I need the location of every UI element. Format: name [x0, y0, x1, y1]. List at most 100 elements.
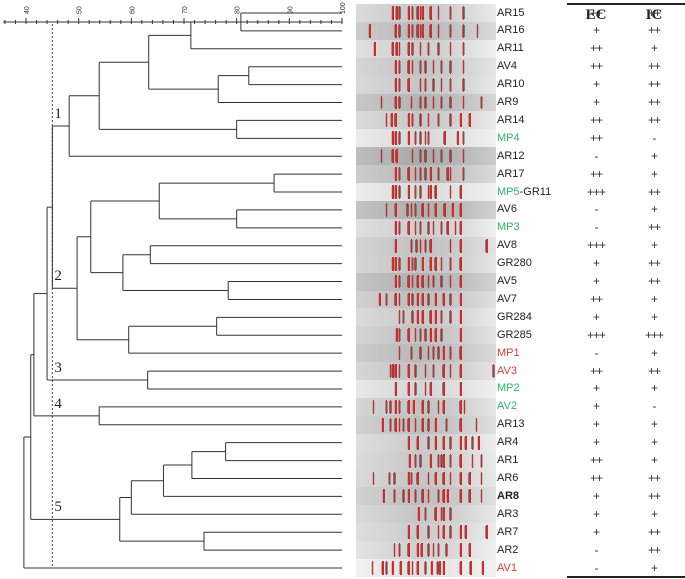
gel-lane — [356, 451, 496, 471]
dendrogram: 40 50 60 70 80 90 100 — [3, 2, 347, 569]
gel-band-marker — [395, 238, 397, 253]
gel-band-marker — [392, 561, 394, 575]
gel-band-marker — [414, 417, 416, 432]
gel-band-marker — [424, 561, 427, 575]
gel-lane — [356, 541, 496, 560]
strain-label-part: MP3 — [497, 221, 520, 234]
strain-label-part: MP4 — [497, 131, 520, 144]
gel-band-marker — [478, 435, 480, 450]
gel-band-marker — [411, 59, 414, 74]
gel-band-marker — [444, 202, 446, 217]
gel-band-marker — [411, 113, 414, 128]
strain-label: AR7 — [497, 524, 518, 541]
ic-value: ++ — [647, 470, 661, 485]
ic-value: ++ — [647, 488, 661, 503]
gel-band-marker — [460, 471, 462, 486]
gel-band-marker — [422, 489, 424, 504]
gel-band-marker — [460, 453, 462, 468]
ec-value: ++ — [589, 470, 603, 485]
gel-band-marker — [440, 310, 442, 325]
ic-value: ++ — [647, 23, 661, 38]
ec-value: + — [592, 506, 600, 521]
gel-lane — [356, 415, 496, 435]
similarity-scale: 40 50 60 70 80 90 100 — [3, 2, 347, 24]
gel-band-marker — [379, 292, 381, 307]
gel-band-marker — [395, 399, 397, 414]
gel-band-marker — [435, 292, 437, 307]
gel-band-marker — [402, 310, 405, 325]
gel-band-marker — [465, 525, 467, 540]
strain-label-part: AR13 — [497, 418, 525, 431]
gel-band-marker — [449, 6, 452, 20]
gel-band-marker — [402, 489, 405, 504]
gel-band-marker — [436, 561, 439, 575]
gel-band-marker — [462, 95, 465, 110]
gel-band-marker — [462, 23, 465, 38]
gel-band-marker — [440, 328, 442, 343]
gel-band-marker — [422, 23, 424, 38]
strain-label-part: AV3 — [497, 364, 517, 377]
gel-band-marker — [414, 364, 416, 378]
gel-lane — [356, 380, 496, 399]
gel-band-marker — [382, 417, 384, 432]
strain-label: AV4 — [497, 58, 517, 75]
gel-lane — [356, 469, 496, 488]
gel-band-marker — [414, 220, 416, 235]
gel-band-marker — [419, 95, 422, 110]
gel-band-marker — [443, 435, 445, 450]
gel-band-marker — [482, 561, 484, 575]
gel-band-marker — [454, 220, 457, 235]
gel-band-marker — [427, 185, 429, 199]
gel-band-marker — [427, 292, 429, 307]
gel-band-marker — [419, 23, 422, 38]
gel-band-marker — [417, 310, 419, 325]
gel-band-marker — [430, 256, 432, 271]
strain-label-part: AR8 — [497, 489, 520, 502]
ec-value: - — [594, 202, 599, 217]
gel-band-marker — [393, 489, 396, 504]
gel-band-marker — [398, 77, 401, 92]
gel-band-marker — [480, 471, 483, 486]
gel-band-marker — [408, 399, 410, 414]
gel-band-marker — [460, 185, 462, 199]
gel-band-marker — [398, 346, 401, 361]
gel-band-marker — [414, 185, 416, 199]
ec-value: ++ — [589, 166, 603, 181]
gel-band-marker — [411, 256, 414, 271]
gel-band-marker — [449, 471, 452, 486]
ec-value: + — [592, 274, 600, 289]
ic-value: + — [650, 148, 658, 163]
gel-band-marker — [462, 77, 465, 92]
gel-band-marker — [411, 23, 414, 38]
gel-band-marker — [392, 185, 394, 199]
gel-band-marker — [413, 399, 415, 414]
gel-band-marker — [414, 202, 416, 217]
strain-label-part: AR10 — [497, 78, 525, 91]
gel-band-marker — [447, 489, 449, 504]
gel-band-marker — [398, 95, 401, 110]
gel-band-marker — [447, 220, 449, 235]
gel-band-marker — [469, 543, 471, 558]
gel-band-marker — [385, 561, 388, 575]
gel-band-marker — [432, 220, 435, 235]
tick-label: 90 — [287, 6, 294, 14]
gel-band-marker — [460, 561, 462, 575]
gel-band-marker — [414, 131, 416, 146]
gel-band-marker — [437, 525, 440, 540]
gel-band-marker — [396, 149, 398, 164]
gel-band-marker — [395, 202, 397, 217]
ic-value: + — [650, 560, 658, 575]
gel-band-marker — [408, 113, 410, 128]
gel-band-marker — [408, 131, 410, 146]
gel-band-marker — [424, 149, 427, 164]
gel-band-marker — [409, 453, 411, 468]
strain-label: AR4 — [497, 434, 518, 451]
gel-band-marker — [398, 256, 401, 271]
gel-band-marker — [449, 453, 452, 468]
gel-band-marker — [469, 113, 471, 128]
ic-value: ++ — [647, 59, 661, 74]
ic-value: + — [650, 309, 658, 324]
strain-label: AV3 — [497, 363, 517, 380]
gel-band-marker — [417, 471, 419, 486]
gel-band-marker — [449, 95, 452, 110]
